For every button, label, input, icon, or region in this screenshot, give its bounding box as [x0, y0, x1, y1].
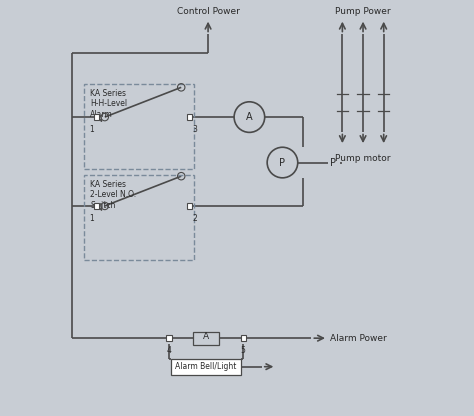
- Text: 5: 5: [241, 347, 246, 355]
- Bar: [84, 175, 193, 260]
- Text: A: A: [203, 332, 209, 341]
- Bar: [187, 114, 192, 120]
- Bar: [240, 335, 246, 341]
- Text: A: A: [246, 112, 253, 122]
- Bar: [94, 114, 99, 120]
- Text: Alarm Bell/Light: Alarm Bell/Light: [175, 362, 237, 371]
- Text: 2: 2: [192, 214, 197, 223]
- Bar: [192, 332, 219, 345]
- Text: KA Series
2-Level N.O.
Switch: KA Series 2-Level N.O. Switch: [91, 180, 137, 210]
- Text: 1: 1: [89, 125, 94, 134]
- Text: P: P: [330, 158, 336, 168]
- Text: 1: 1: [89, 214, 94, 223]
- Bar: [84, 84, 193, 169]
- Text: Control Power: Control Power: [177, 7, 239, 16]
- Bar: [187, 203, 192, 208]
- Bar: [94, 203, 99, 208]
- Text: P: P: [280, 158, 285, 168]
- Text: 3: 3: [192, 125, 197, 134]
- Text: 4: 4: [166, 347, 171, 355]
- Text: KA Series
H-H-Level
Alarm: KA Series H-H-Level Alarm: [91, 89, 128, 119]
- Text: Alarm Power: Alarm Power: [330, 334, 387, 343]
- Text: Pump motor: Pump motor: [335, 154, 391, 163]
- Text: Pump Power: Pump Power: [335, 7, 391, 16]
- Bar: [166, 335, 172, 341]
- FancyBboxPatch shape: [171, 359, 241, 374]
